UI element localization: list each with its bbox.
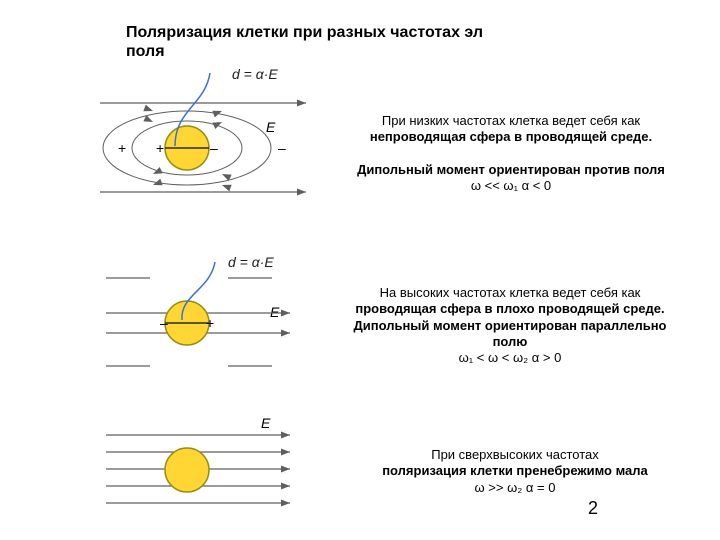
- p2-sign-0: +: [206, 315, 214, 331]
- p1-sign-3: –: [210, 140, 218, 156]
- panel3-text: При сверхвысоких частотахполяризация кле…: [360, 447, 670, 496]
- page-number: 2: [588, 498, 598, 519]
- p1-sign-2: –: [278, 140, 286, 156]
- p1-sign-1: +: [156, 140, 164, 156]
- panel1-text: При низких частотах клетка ведет себя ка…: [336, 113, 686, 194]
- p1-sign-0: +: [118, 140, 126, 156]
- panel2-text: На высоких частотах клетка ведет себя ка…: [330, 285, 690, 366]
- p2-sign-1: –: [160, 315, 168, 331]
